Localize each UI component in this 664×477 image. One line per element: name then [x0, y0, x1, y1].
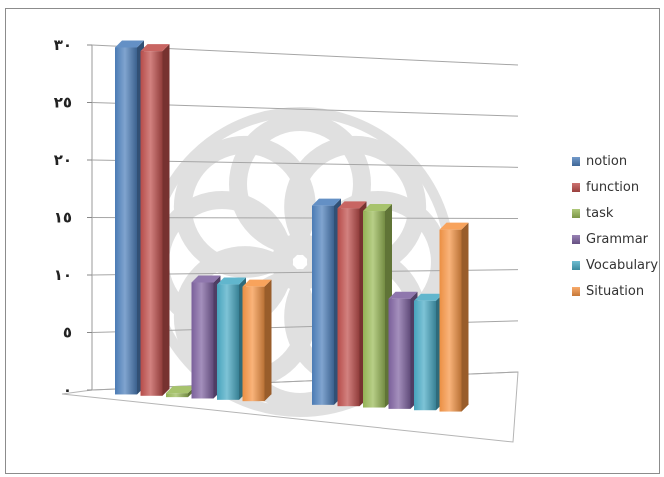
legend-item-task: task [572, 200, 662, 226]
legend-label: Situation [586, 283, 645, 299]
legend-item-situation: Situation [572, 278, 662, 304]
legend-label: Vocabulary [586, 257, 659, 273]
bar-task-group-1 [166, 386, 195, 398]
legend-item-function: function [572, 174, 662, 200]
legend-label: Grammar [586, 231, 649, 247]
bar-notion-group-1 [115, 40, 144, 395]
legend-label: task [586, 205, 614, 221]
y-tick-label: ٢٠ [54, 151, 72, 169]
legend-swatch [572, 286, 580, 296]
legend-swatch [572, 182, 580, 192]
legend-item-vocabulary: Vocabulary [572, 252, 662, 278]
legend-swatch [572, 156, 580, 166]
y-tick-label: ٠ [63, 381, 72, 399]
y-tick-label: ٥ [63, 324, 72, 342]
legend-item-grammar: Grammar [572, 226, 662, 252]
watermark-ring [229, 113, 371, 255]
legend-swatch [572, 234, 580, 244]
legend-swatch [572, 260, 580, 270]
bar-vocabulary-group-2 [414, 293, 443, 411]
legend-label: function [586, 179, 640, 195]
y-tick-label: ٢٥ [54, 94, 72, 112]
y-tick-label: ١٥ [54, 209, 72, 227]
y-tick-label: ١٠ [54, 266, 72, 284]
bar-grammar-group-2 [388, 291, 418, 409]
y-tick-label: ٣٠ [54, 36, 72, 54]
bar-function-group-2 [337, 201, 367, 407]
bar-situation-group-1 [242, 279, 272, 402]
legend-item-notion: notion [572, 148, 662, 174]
legend: notion function task Grammar Vocabulary Situa… [572, 148, 662, 304]
bars [115, 40, 469, 412]
legend-swatch [572, 208, 580, 218]
bar-notion-group-2 [312, 198, 341, 405]
bar-task-group-2 [363, 204, 392, 408]
bar-grammar-group-1 [191, 275, 221, 399]
y-axis-ticks: ٠ ٥ ١٠ ١٥ ٢٠ ٢٥ ٣٠ [54, 36, 72, 399]
bar-situation-group-2 [439, 222, 469, 412]
legend-label: notion [586, 153, 628, 169]
bar-function-group-1 [140, 44, 170, 396]
bar-vocabulary-group-1 [217, 277, 246, 400]
watermark-ring [173, 135, 316, 278]
